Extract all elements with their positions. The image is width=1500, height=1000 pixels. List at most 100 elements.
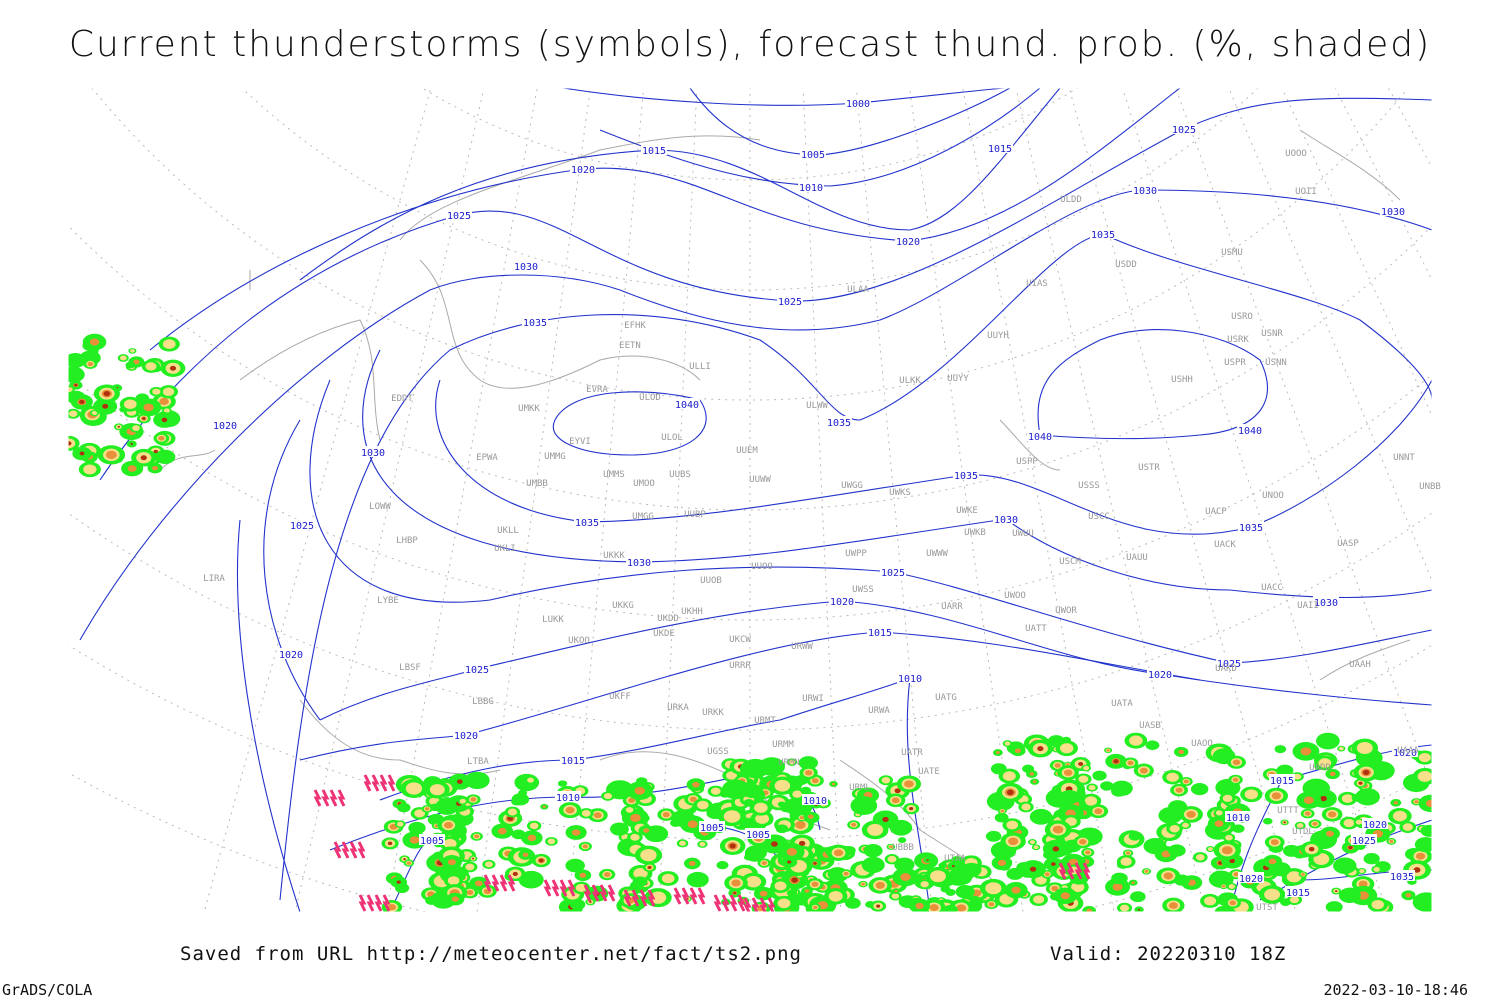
isobar-label: 1035	[1390, 872, 1414, 883]
storm-symbol	[371, 774, 380, 792]
prob-yellow	[152, 388, 161, 395]
prob-orange	[1415, 852, 1426, 860]
prob-yellow	[1318, 758, 1332, 768]
storm-symbol	[759, 897, 768, 912]
prob-green	[1143, 837, 1167, 855]
storm-symbol	[751, 897, 760, 912]
station-code: UACK	[1214, 540, 1236, 550]
prob-green	[1145, 740, 1160, 751]
isobar-label: 1035	[1091, 230, 1115, 241]
prob-orange	[1300, 747, 1312, 756]
prob-yellow	[1293, 773, 1302, 780]
meridian	[476, 88, 591, 912]
prob-green	[154, 449, 176, 465]
isobar-label-bg	[802, 794, 828, 805]
isobar-label: 1035	[954, 471, 978, 482]
isobar-label: 1020	[830, 597, 854, 608]
prob-orange	[804, 770, 813, 776]
isobar-label-bg	[798, 181, 824, 192]
prob-green	[741, 783, 763, 799]
prob-yellow	[68, 438, 76, 449]
prob-green	[985, 830, 1002, 842]
prob-orange	[900, 873, 911, 881]
prob-orange	[861, 882, 865, 886]
storm-symbol	[743, 897, 752, 912]
prob-yellow	[1418, 752, 1431, 763]
station-code: EDDT	[391, 394, 413, 404]
prob-yellow	[745, 875, 762, 888]
station-code: UKFF	[609, 692, 631, 702]
prob-red	[1334, 890, 1338, 893]
prob-green	[863, 843, 883, 858]
prob-green	[640, 814, 650, 822]
prob-orange	[474, 834, 480, 839]
prob-orange	[409, 836, 420, 844]
prob-yellow	[547, 838, 556, 845]
isobar-label-bg	[674, 398, 700, 409]
isobar-label: 1040	[1238, 426, 1262, 437]
prob-yellow	[145, 362, 157, 371]
station-code: UKLL	[497, 526, 519, 536]
prob-red	[729, 843, 736, 849]
prob-yellow	[1088, 784, 1096, 791]
station-code: UNOO	[1262, 491, 1284, 501]
prob-yellow	[1402, 823, 1413, 831]
prob-yellow	[396, 821, 404, 827]
prob-orange	[894, 889, 898, 893]
prob-orange	[1221, 846, 1233, 855]
isobar-label: 1040	[675, 400, 699, 411]
frame	[67, 87, 1433, 913]
prob-orange	[1163, 872, 1174, 880]
isobar-label-bg	[1351, 834, 1377, 845]
prob-orange	[158, 435, 165, 441]
station-code: USSS	[1078, 481, 1100, 491]
storm-symbol	[1082, 862, 1091, 880]
prob-orange	[406, 861, 411, 865]
station-code: EYVI	[569, 437, 591, 447]
storm-symbol	[1074, 862, 1083, 880]
station-code: UKLI	[494, 544, 516, 554]
isobar-label: 1030	[514, 262, 538, 273]
prob-red	[1358, 781, 1363, 785]
prob-orange	[1183, 779, 1189, 784]
prob-orange	[807, 814, 814, 819]
isobar-label: 1025	[1352, 836, 1376, 847]
prob-yellow	[132, 425, 140, 431]
prob-red	[79, 451, 85, 456]
prob-green	[125, 361, 136, 369]
prob-red	[103, 391, 111, 397]
prob-green	[994, 812, 1009, 823]
isobar-label: 1020	[896, 237, 920, 248]
prob-green	[1168, 844, 1186, 857]
isobar	[279, 233, 1432, 901]
prob-yellow	[887, 855, 897, 863]
storm-symbol	[767, 897, 776, 912]
station-code: UARR	[941, 602, 963, 612]
prob-red	[130, 442, 133, 445]
isobar-label-bg	[289, 519, 315, 530]
prob-orange	[1357, 891, 1369, 900]
station-code: EPWA	[476, 453, 498, 463]
isobar	[435, 379, 1432, 535]
station-code: UMOO	[633, 479, 655, 489]
prob-orange	[127, 465, 137, 472]
isobar-label: 1025	[881, 568, 905, 579]
prob-orange	[759, 890, 768, 897]
prob-green	[889, 819, 913, 836]
station-code: USRK	[1227, 335, 1249, 345]
prob-red	[894, 788, 901, 794]
station-code: UWUU	[1012, 529, 1034, 539]
prob-green	[1363, 853, 1380, 865]
station-code: URWW	[791, 642, 813, 652]
station-code: LBSF	[399, 663, 421, 673]
prob-yellow	[649, 891, 667, 904]
prob-red	[140, 455, 147, 461]
prob-orange	[1127, 760, 1134, 766]
prob-red	[1348, 845, 1353, 850]
prob-green	[721, 779, 750, 800]
isobar-label-bg	[278, 648, 304, 659]
prob-orange	[1233, 872, 1240, 877]
prob-orange	[1393, 801, 1398, 805]
prob-orange	[1139, 767, 1148, 774]
prob-orange	[1425, 799, 1432, 808]
